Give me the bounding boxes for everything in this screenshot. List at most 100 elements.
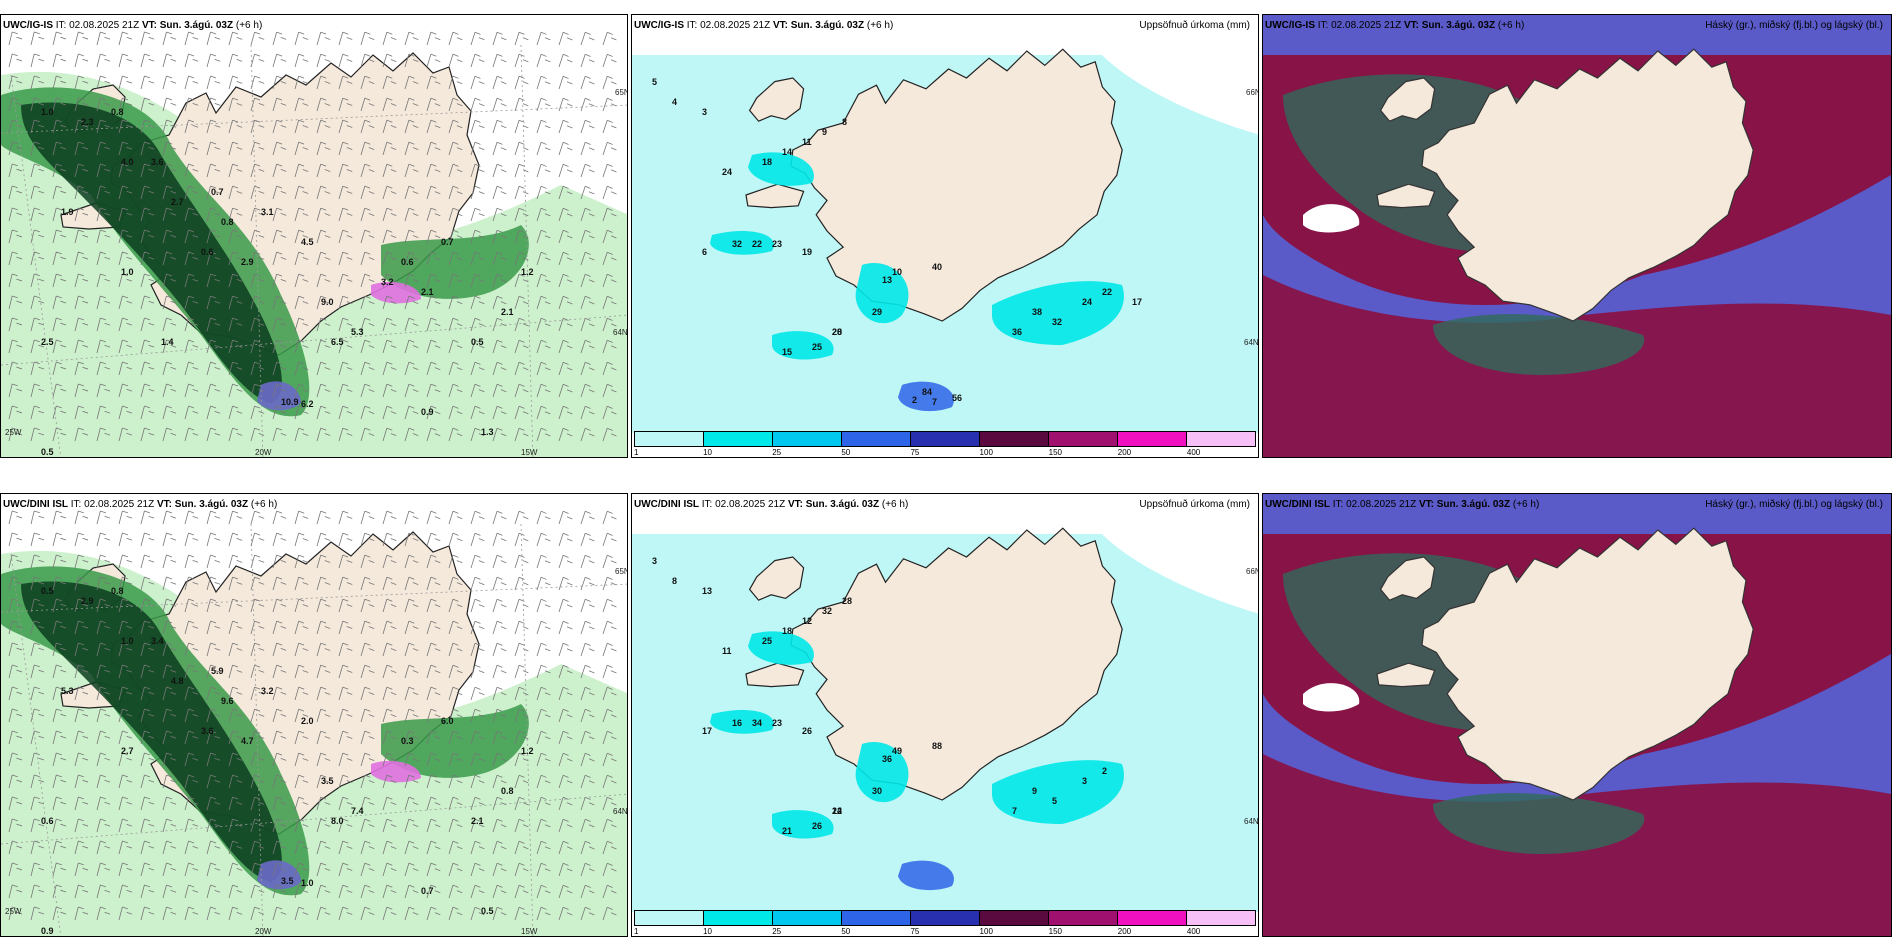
axis-label: 65N — [615, 567, 628, 576]
colorbar-tick: 10 — [703, 448, 713, 457]
wind-barb — [162, 818, 177, 833]
value-label: 25 — [812, 342, 822, 352]
wind-barb — [316, 141, 331, 156]
wind-barb — [228, 31, 243, 46]
wind-barb — [272, 317, 287, 332]
wind-barb — [338, 295, 353, 310]
wind-barb — [492, 317, 507, 332]
wind-barb — [602, 906, 617, 921]
panel-precip-top: 66N 64N 5 4 3 24 18 14 11 9 8 6 32 22 23 19 13 29 28 15 25 20… — [631, 14, 1259, 458]
wind-barb — [360, 774, 375, 789]
wind-barb — [558, 185, 573, 200]
wind-barb — [294, 554, 309, 569]
value-label: 32 — [732, 239, 742, 249]
graticule-line — [250, 523, 264, 936]
wind-barb — [272, 141, 287, 156]
wind-barb — [448, 532, 463, 547]
wind-barb — [602, 774, 617, 789]
wind-barb — [52, 642, 67, 657]
wind-barb — [558, 53, 573, 68]
wind-barb — [206, 53, 221, 68]
wind-barb — [360, 141, 375, 156]
value-label: 3 — [652, 556, 657, 566]
wind-barb — [74, 53, 89, 68]
wind-barb — [338, 427, 353, 442]
wind-barb — [316, 317, 331, 332]
wind-barb — [514, 664, 529, 679]
wind-barb — [206, 75, 221, 90]
wind-barb — [470, 97, 485, 112]
wind-barb — [470, 119, 485, 134]
wind-barb — [162, 532, 177, 547]
wind-barb — [382, 620, 397, 635]
wind-barb — [140, 317, 155, 332]
wind-barb — [470, 862, 485, 877]
wind-barb — [184, 576, 199, 591]
wind-barb — [118, 840, 133, 855]
colorbar-tick: 75 — [910, 448, 920, 457]
wind-barb — [272, 405, 287, 420]
wind-barb — [52, 361, 67, 376]
wind-barb — [294, 510, 309, 525]
value-label: 28 — [832, 327, 842, 337]
wind-barb — [470, 427, 485, 442]
wind-barb — [118, 295, 133, 310]
precip-field-cyan — [710, 631, 1124, 891]
value-label: 28 — [842, 596, 852, 606]
wind-barb — [426, 97, 441, 112]
wind-barb — [360, 554, 375, 569]
wind-barb — [140, 774, 155, 789]
wind-barb — [470, 31, 485, 46]
wind-barb — [536, 229, 551, 244]
wind-barb — [558, 163, 573, 178]
wind-barb — [294, 686, 309, 701]
wind-barb — [492, 361, 507, 376]
colorbar-tick: 400 — [1186, 927, 1201, 936]
value-label: 1.4 — [161, 337, 174, 347]
wind-barb — [492, 554, 507, 569]
wind-barb — [30, 361, 45, 376]
wind-barb — [8, 75, 23, 90]
wind-barb — [404, 185, 419, 200]
wind-barb — [580, 427, 595, 442]
wind-barb — [74, 97, 89, 112]
wind-barb — [404, 708, 419, 723]
cloud-clear-area — [1303, 683, 1360, 712]
wind-barb — [162, 273, 177, 288]
wind-barb — [74, 730, 89, 745]
wind-barb — [514, 317, 529, 332]
wind-barb — [294, 906, 309, 921]
wind-barb — [118, 31, 133, 46]
wind-barb — [96, 906, 111, 921]
wind-barb — [404, 163, 419, 178]
wind-barb — [162, 774, 177, 789]
wind-barb — [30, 141, 45, 156]
wind-barb — [30, 251, 45, 266]
wind-barb — [316, 664, 331, 679]
wind-barb — [558, 427, 573, 442]
wind-barb — [118, 339, 133, 354]
wind-barb — [536, 598, 551, 613]
wind-barb — [492, 383, 507, 398]
wind-barb — [580, 774, 595, 789]
wind-barb — [558, 664, 573, 679]
precip-cyan-area — [748, 152, 814, 186]
wind-barb — [602, 119, 617, 134]
value-label: 5.3 — [61, 686, 74, 696]
wind-barb — [536, 620, 551, 635]
wind-barb — [316, 75, 331, 90]
wind-barb — [558, 361, 573, 376]
wind-barb — [492, 884, 507, 899]
value-label: 4.7 — [241, 736, 254, 746]
wind-barb — [30, 427, 45, 442]
wind-barb — [74, 383, 89, 398]
wind-barb — [492, 576, 507, 591]
wind-barb — [382, 708, 397, 723]
wind-barb — [272, 884, 287, 899]
wind-barb — [74, 620, 89, 635]
wind-barb — [580, 251, 595, 266]
wind-barb — [448, 686, 463, 701]
wind-barb — [74, 251, 89, 266]
wind-barb — [118, 207, 133, 222]
wind-barb — [250, 361, 265, 376]
